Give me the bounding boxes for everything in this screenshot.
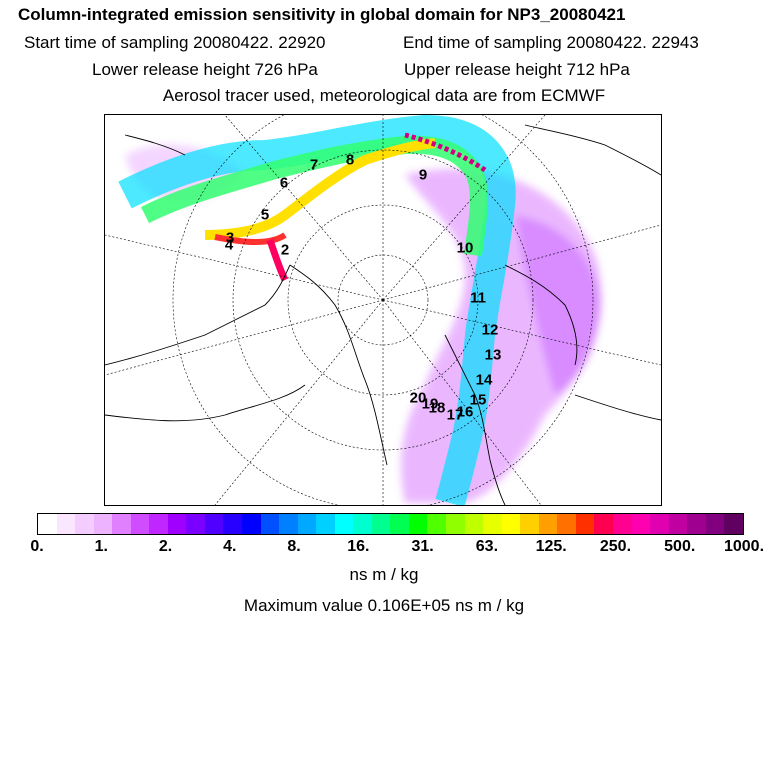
colorbar-swatch	[612, 514, 632, 534]
colorbar-swatch	[390, 514, 409, 534]
colorbar-swatch	[408, 514, 428, 534]
colorbar-swatch	[520, 514, 539, 534]
end-time-label: End time of sampling 20080422. 22943	[403, 33, 699, 52]
plume-band-cyan	[118, 115, 516, 505]
colorbar-tick-label: 2.	[158, 538, 173, 555]
trajectory-time-label: 6	[279, 174, 289, 192]
colorbar-swatch	[353, 514, 372, 534]
colorbar-tick-label: 1.	[94, 538, 108, 555]
trajectory-time-label: 16	[456, 403, 474, 421]
trajectory-time-label: 10	[456, 239, 474, 257]
colorbar-swatch	[538, 514, 558, 534]
colorbar-swatch	[427, 514, 447, 534]
colorbar-swatch	[242, 514, 261, 534]
colorbar-swatch	[650, 514, 669, 534]
colorbar-tick-label: 500.	[664, 538, 696, 555]
coastlines	[105, 124, 661, 505]
colorbar-swatch	[557, 514, 576, 534]
colorbar-swatch	[631, 514, 651, 534]
colorbar-tick-label: 0.	[30, 538, 44, 555]
colorbar-tick-label: 31.	[411, 538, 434, 555]
colorbar-swatch	[38, 514, 57, 534]
trajectory-time-label: 17	[446, 406, 464, 424]
trajectory-time-label: 11	[470, 289, 486, 307]
trajectory-time-label: 18	[428, 399, 446, 417]
colorbar-swatch	[279, 514, 298, 534]
trajectory-time-label: 19	[421, 395, 439, 413]
trajectory-time-label: 14	[475, 371, 493, 389]
colorbar-swatch	[687, 514, 706, 534]
colorbar-swatch	[223, 514, 243, 534]
trajectory-time-label: 8	[345, 151, 355, 169]
trajectory-time-label: 13	[484, 346, 502, 364]
trajectory-time-label: 20	[409, 389, 427, 407]
colorbar	[37, 513, 744, 535]
upper-release-height-label: Upper release height 712 hPa	[404, 60, 630, 79]
colorbar-swatch	[446, 514, 465, 534]
colorbar-swatch	[297, 514, 317, 534]
colorbar-tick-label: 63.	[475, 538, 499, 555]
trajectory-time-label: 2	[280, 241, 290, 259]
graticule	[105, 115, 661, 505]
plume-band-yellow	[204, 138, 436, 240]
start-time-label: Start time of sampling 20080422. 22920	[24, 33, 326, 52]
colorbar-swatch	[93, 514, 113, 534]
colorbar-swatch	[724, 514, 743, 534]
colorbar-swatch	[260, 514, 280, 534]
trajectory-time-label: 12	[481, 321, 499, 339]
colorbar-units: ns m / kg	[349, 565, 419, 584]
trajectory-time-label: 5	[260, 206, 270, 224]
colorbar-swatch	[464, 514, 484, 534]
colorbar-tick-label: 8.	[287, 538, 301, 555]
colorbar-swatch	[204, 514, 224, 534]
maximum-value-label: Maximum value 0.106E+05 ns m / kg	[243, 596, 525, 615]
colorbar-tick-label: 1000.	[723, 538, 765, 555]
colorbar-tick-label: 250.	[599, 538, 632, 555]
colorbar-tick-label: 4.	[223, 538, 237, 555]
colorbar-swatch	[334, 514, 354, 534]
plot-title: Column-integrated emission sensitivity i…	[18, 5, 626, 24]
colorbar-swatch	[575, 514, 595, 534]
lower-release-height-label: Lower release height 726 hPa	[92, 60, 318, 79]
colorbar-swatch	[56, 514, 76, 534]
colorbar-swatch	[668, 514, 688, 534]
colorbar-swatch	[75, 514, 94, 534]
trajectory-time-label: 7	[309, 156, 319, 174]
colorbar-swatch	[594, 514, 613, 534]
colorbar-swatch	[167, 514, 187, 534]
trajectory-time-label: 15	[469, 391, 487, 409]
colorbar-swatch	[371, 514, 391, 534]
colorbar-swatch	[483, 514, 502, 534]
colorbar-swatch	[149, 514, 168, 534]
colorbar-swatch	[705, 514, 725, 534]
emission-sensitivity-map	[104, 114, 662, 506]
colorbar-swatch	[316, 514, 335, 534]
trajectory-time-label: 3	[225, 229, 235, 247]
colorbar-tick-labels: 0. 1. 2. 4. 8. 16. 31. 63. 125. 250. 500. 1000.	[0, 538, 768, 558]
colorbar-tick-label: 16.	[347, 538, 370, 555]
colorbar-swatch	[112, 514, 131, 534]
colorbar-tick-label: 125.	[535, 538, 567, 555]
colorbar-swatch	[186, 514, 205, 534]
colorbar-swatch	[130, 514, 150, 534]
trajectory-time-label: 4	[224, 236, 234, 254]
tracer-info-line: Aerosol tracer used, meteorological data…	[162, 86, 606, 105]
trajectory-time-label: 9	[418, 166, 428, 184]
colorbar-swatch	[501, 514, 521, 534]
